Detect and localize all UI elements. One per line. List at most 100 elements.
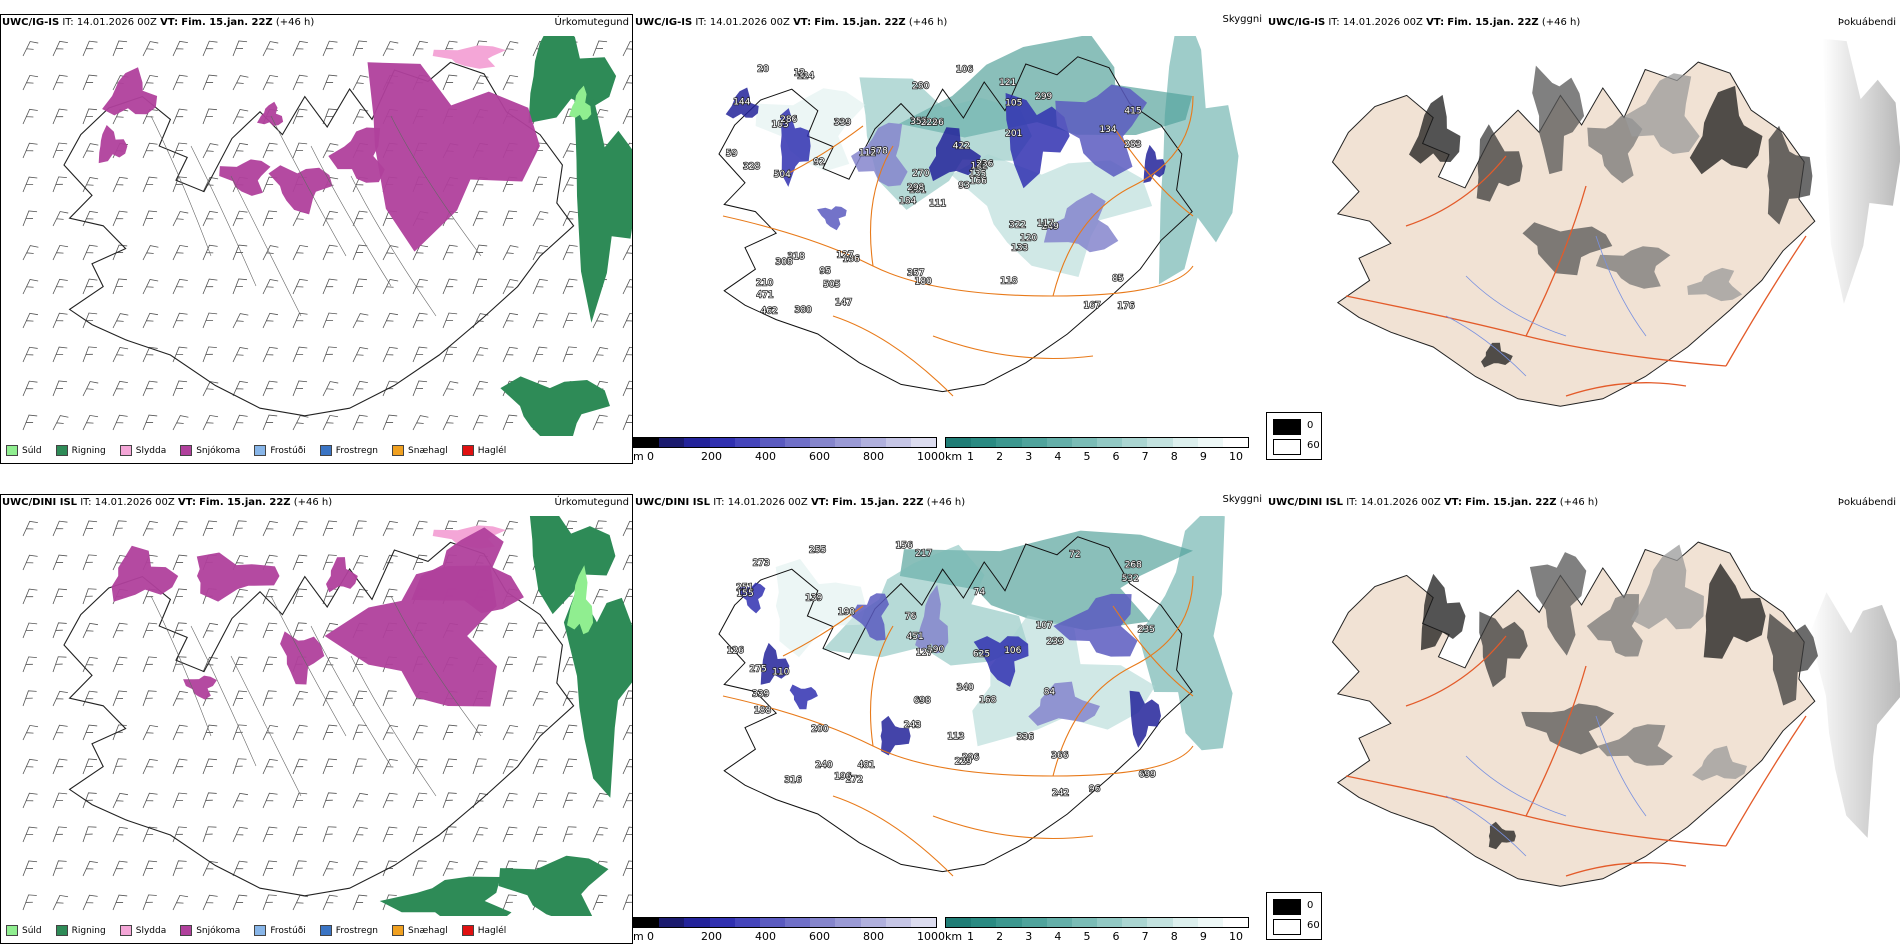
wind-barb: [352, 347, 369, 363]
wind-barb: [592, 347, 609, 363]
wind-barb: [22, 74, 39, 91]
colorbar-tick-label: 6: [1112, 930, 1120, 943]
it-label: IT:: [695, 17, 707, 28]
wind-barb: [502, 41, 519, 57]
wind-barb: [292, 554, 308, 571]
colorbar-segment: [810, 438, 836, 447]
wind-barb: [112, 690, 128, 707]
wind-barb: [262, 74, 279, 91]
wind-barb: [382, 279, 399, 295]
low-cloud-area: [880, 715, 911, 756]
wind-barb: [472, 244, 488, 261]
panel-header: UWC/IG-IS IT: 14.01.2026 00Z VT: Fim. 15…: [2, 17, 314, 28]
wind-barb: [202, 894, 218, 911]
wind-barb: [232, 414, 248, 431]
colorbar-segment: [885, 438, 911, 447]
cloud-base-label: 280: [912, 82, 929, 92]
it-label: IT:: [713, 497, 725, 508]
model-name: UWC/DINI ISL: [635, 497, 711, 508]
lead-time: (+46 h): [275, 17, 315, 28]
cloud-base-label: 133: [1011, 243, 1028, 253]
wind-barb: [382, 588, 398, 605]
vt-value: Fim. 15.jan. 22Z: [181, 17, 273, 28]
wind-barb: [142, 724, 159, 741]
wind-barb: [112, 656, 128, 673]
wind-barb: [322, 860, 338, 877]
wind-barb: [52, 860, 67, 877]
snow-area: [257, 101, 284, 126]
wind-barb: [52, 211, 69, 227]
precip-legend-item: Frostúði: [254, 445, 306, 456]
precip-legend-swatch: [254, 925, 267, 936]
wind-barb: [112, 894, 128, 911]
cloud-base-label: 336: [1017, 733, 1034, 743]
wind-barb: [532, 346, 548, 363]
colorbar-segment: [634, 918, 660, 927]
wind-barb: [172, 244, 189, 261]
wind-barb: [142, 210, 158, 227]
wind-barb: [532, 278, 548, 295]
vt-label: VT:: [177, 497, 196, 508]
snow-area: [367, 62, 540, 252]
wind-barb: [352, 690, 368, 707]
colorbar-tick-label: 3: [1025, 930, 1033, 943]
wind-barb: [172, 690, 188, 707]
wind-barb: [442, 244, 458, 261]
wind-barb: [502, 279, 519, 295]
wind-barb: [322, 724, 338, 741]
wind-barb: [292, 415, 309, 431]
wind-barb: [202, 792, 217, 809]
precip-legend-item: Slydda: [119, 445, 166, 456]
precip-legend-item: Rigning: [55, 445, 106, 456]
wind-barb: [232, 75, 249, 91]
fog-index-area: [1630, 544, 1704, 630]
wind-barb: [262, 690, 277, 707]
precip-legend-item: Snæhagl: [392, 445, 448, 456]
wind-barb: [322, 278, 338, 295]
wind-barb: [52, 724, 68, 741]
colorbar-tick-label: 4: [1054, 930, 1062, 943]
wind-barb: [622, 758, 632, 775]
wind-barb: [292, 690, 308, 707]
cloud-base-label: 318: [788, 252, 805, 262]
wind-barb: [442, 860, 458, 877]
wind-barb: [22, 245, 39, 261]
wind-barb: [52, 176, 67, 193]
wind-barb: [622, 826, 632, 843]
precip-type-legend: Súld Rigning Slydda Snjókoma Frostúði Frostre…: [6, 925, 506, 936]
precip-legend-label: Súld: [22, 925, 42, 936]
colorbar-segment: [684, 918, 710, 927]
wind-barb: [322, 414, 339, 431]
wind-barb: [412, 792, 428, 809]
wind-barb: [622, 346, 632, 363]
it-value: 14.01.2026 00Z: [727, 497, 808, 508]
wind-barb: [52, 520, 68, 537]
wind-barb: [262, 588, 278, 605]
wind-barb: [622, 74, 632, 91]
precip-legend-swatch: [6, 925, 18, 936]
wind-barb: [52, 40, 68, 57]
low-cloud-area: [780, 108, 811, 187]
precip-legend-swatch: [119, 925, 132, 936]
wind-barb: [562, 724, 578, 741]
precip-legend-label: Slydda: [135, 925, 167, 936]
cloud-base-label: 118: [1000, 276, 1017, 286]
wind-barb: [592, 40, 608, 57]
wind-barb: [172, 176, 187, 193]
precip-legend-swatch: [461, 445, 474, 456]
wind-barb: [22, 142, 38, 159]
wind-barb: [622, 108, 632, 125]
wind-barb: [292, 40, 308, 57]
precip-legend-label: Snjókoma: [196, 925, 241, 936]
wind-barb: [202, 622, 218, 639]
wind-barb: [502, 74, 519, 91]
wind-barb: [592, 826, 608, 843]
road: [1405, 155, 1507, 227]
colorbar-tick-label: 200: [701, 930, 722, 943]
wind-barb: [82, 346, 97, 363]
precip-legend-item: Haglél: [461, 445, 506, 456]
wind-barb: [292, 74, 308, 91]
colorbar-tick-label: 2: [996, 450, 1004, 463]
low-cloud-area: [1005, 93, 1070, 189]
wind-barb: [502, 894, 517, 911]
